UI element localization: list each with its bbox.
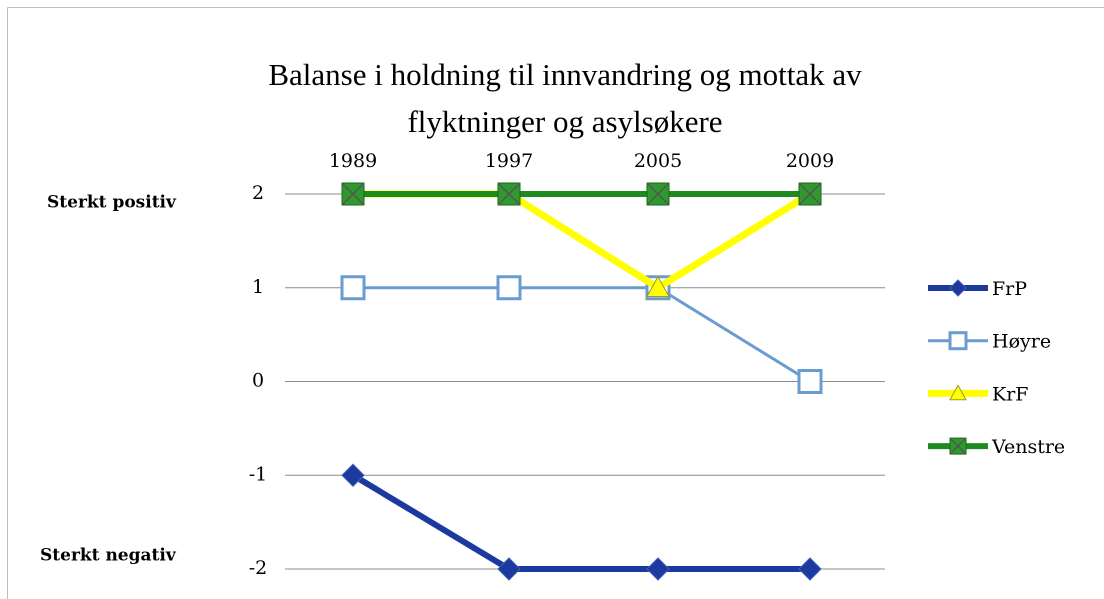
y-tick-label: -1 bbox=[249, 463, 268, 485]
marker-cross bbox=[949, 437, 967, 455]
chart-title: Balanse i holdning til innvandring og mo… bbox=[268, 57, 862, 92]
y-tick-label: -2 bbox=[249, 557, 268, 579]
chart-title: flyktninger og asylsøkere bbox=[407, 104, 722, 139]
series-line bbox=[351, 472, 810, 572]
marker bbox=[797, 369, 823, 394]
marker bbox=[646, 275, 670, 298]
marker-cross bbox=[497, 182, 521, 206]
annotation: Sterkt positiv bbox=[47, 193, 177, 213]
legend-label: Venstre bbox=[991, 436, 1065, 458]
marker-cross bbox=[341, 182, 365, 206]
y-tick-label: 0 bbox=[252, 370, 264, 392]
marker bbox=[497, 557, 521, 581]
marker bbox=[949, 279, 967, 297]
x-tick-label: 1989 bbox=[329, 150, 377, 172]
x-tick-label: 1997 bbox=[485, 150, 533, 172]
series-line bbox=[353, 286, 811, 383]
marker bbox=[341, 463, 365, 487]
annotation: Sterkt negativ bbox=[40, 546, 177, 566]
x-tick-label: 2005 bbox=[634, 150, 682, 172]
marker-cross bbox=[798, 182, 822, 206]
marker bbox=[340, 275, 366, 301]
legend-label: Høyre bbox=[992, 331, 1051, 353]
y-tick-label: 2 bbox=[252, 182, 264, 204]
marker-cross bbox=[646, 182, 670, 206]
legend-label: FrP bbox=[992, 278, 1027, 300]
marker bbox=[496, 275, 522, 301]
series-line bbox=[353, 190, 812, 292]
legend-label: KrF bbox=[992, 383, 1028, 405]
marker bbox=[948, 331, 968, 351]
marker bbox=[798, 557, 822, 581]
marker bbox=[949, 384, 967, 401]
x-tick-label: 2009 bbox=[786, 150, 834, 172]
y-tick-label: 1 bbox=[252, 276, 264, 298]
marker bbox=[646, 557, 670, 581]
